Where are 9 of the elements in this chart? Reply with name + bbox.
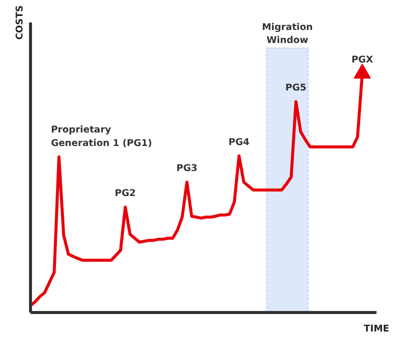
text: PGX	[351, 54, 374, 66]
annotation: PG5	[285, 82, 306, 94]
annotation: PG2	[114, 188, 136, 200]
text: Migration Window	[262, 22, 313, 46]
y-axis-title: COSTS	[14, 4, 26, 40]
x-axis-title: TIME	[364, 324, 390, 334]
annotation: PG3	[176, 163, 198, 174]
annotation: Proprietary Generation 1 (PG1)	[50, 124, 152, 149]
annotation: PG4	[228, 136, 250, 148]
